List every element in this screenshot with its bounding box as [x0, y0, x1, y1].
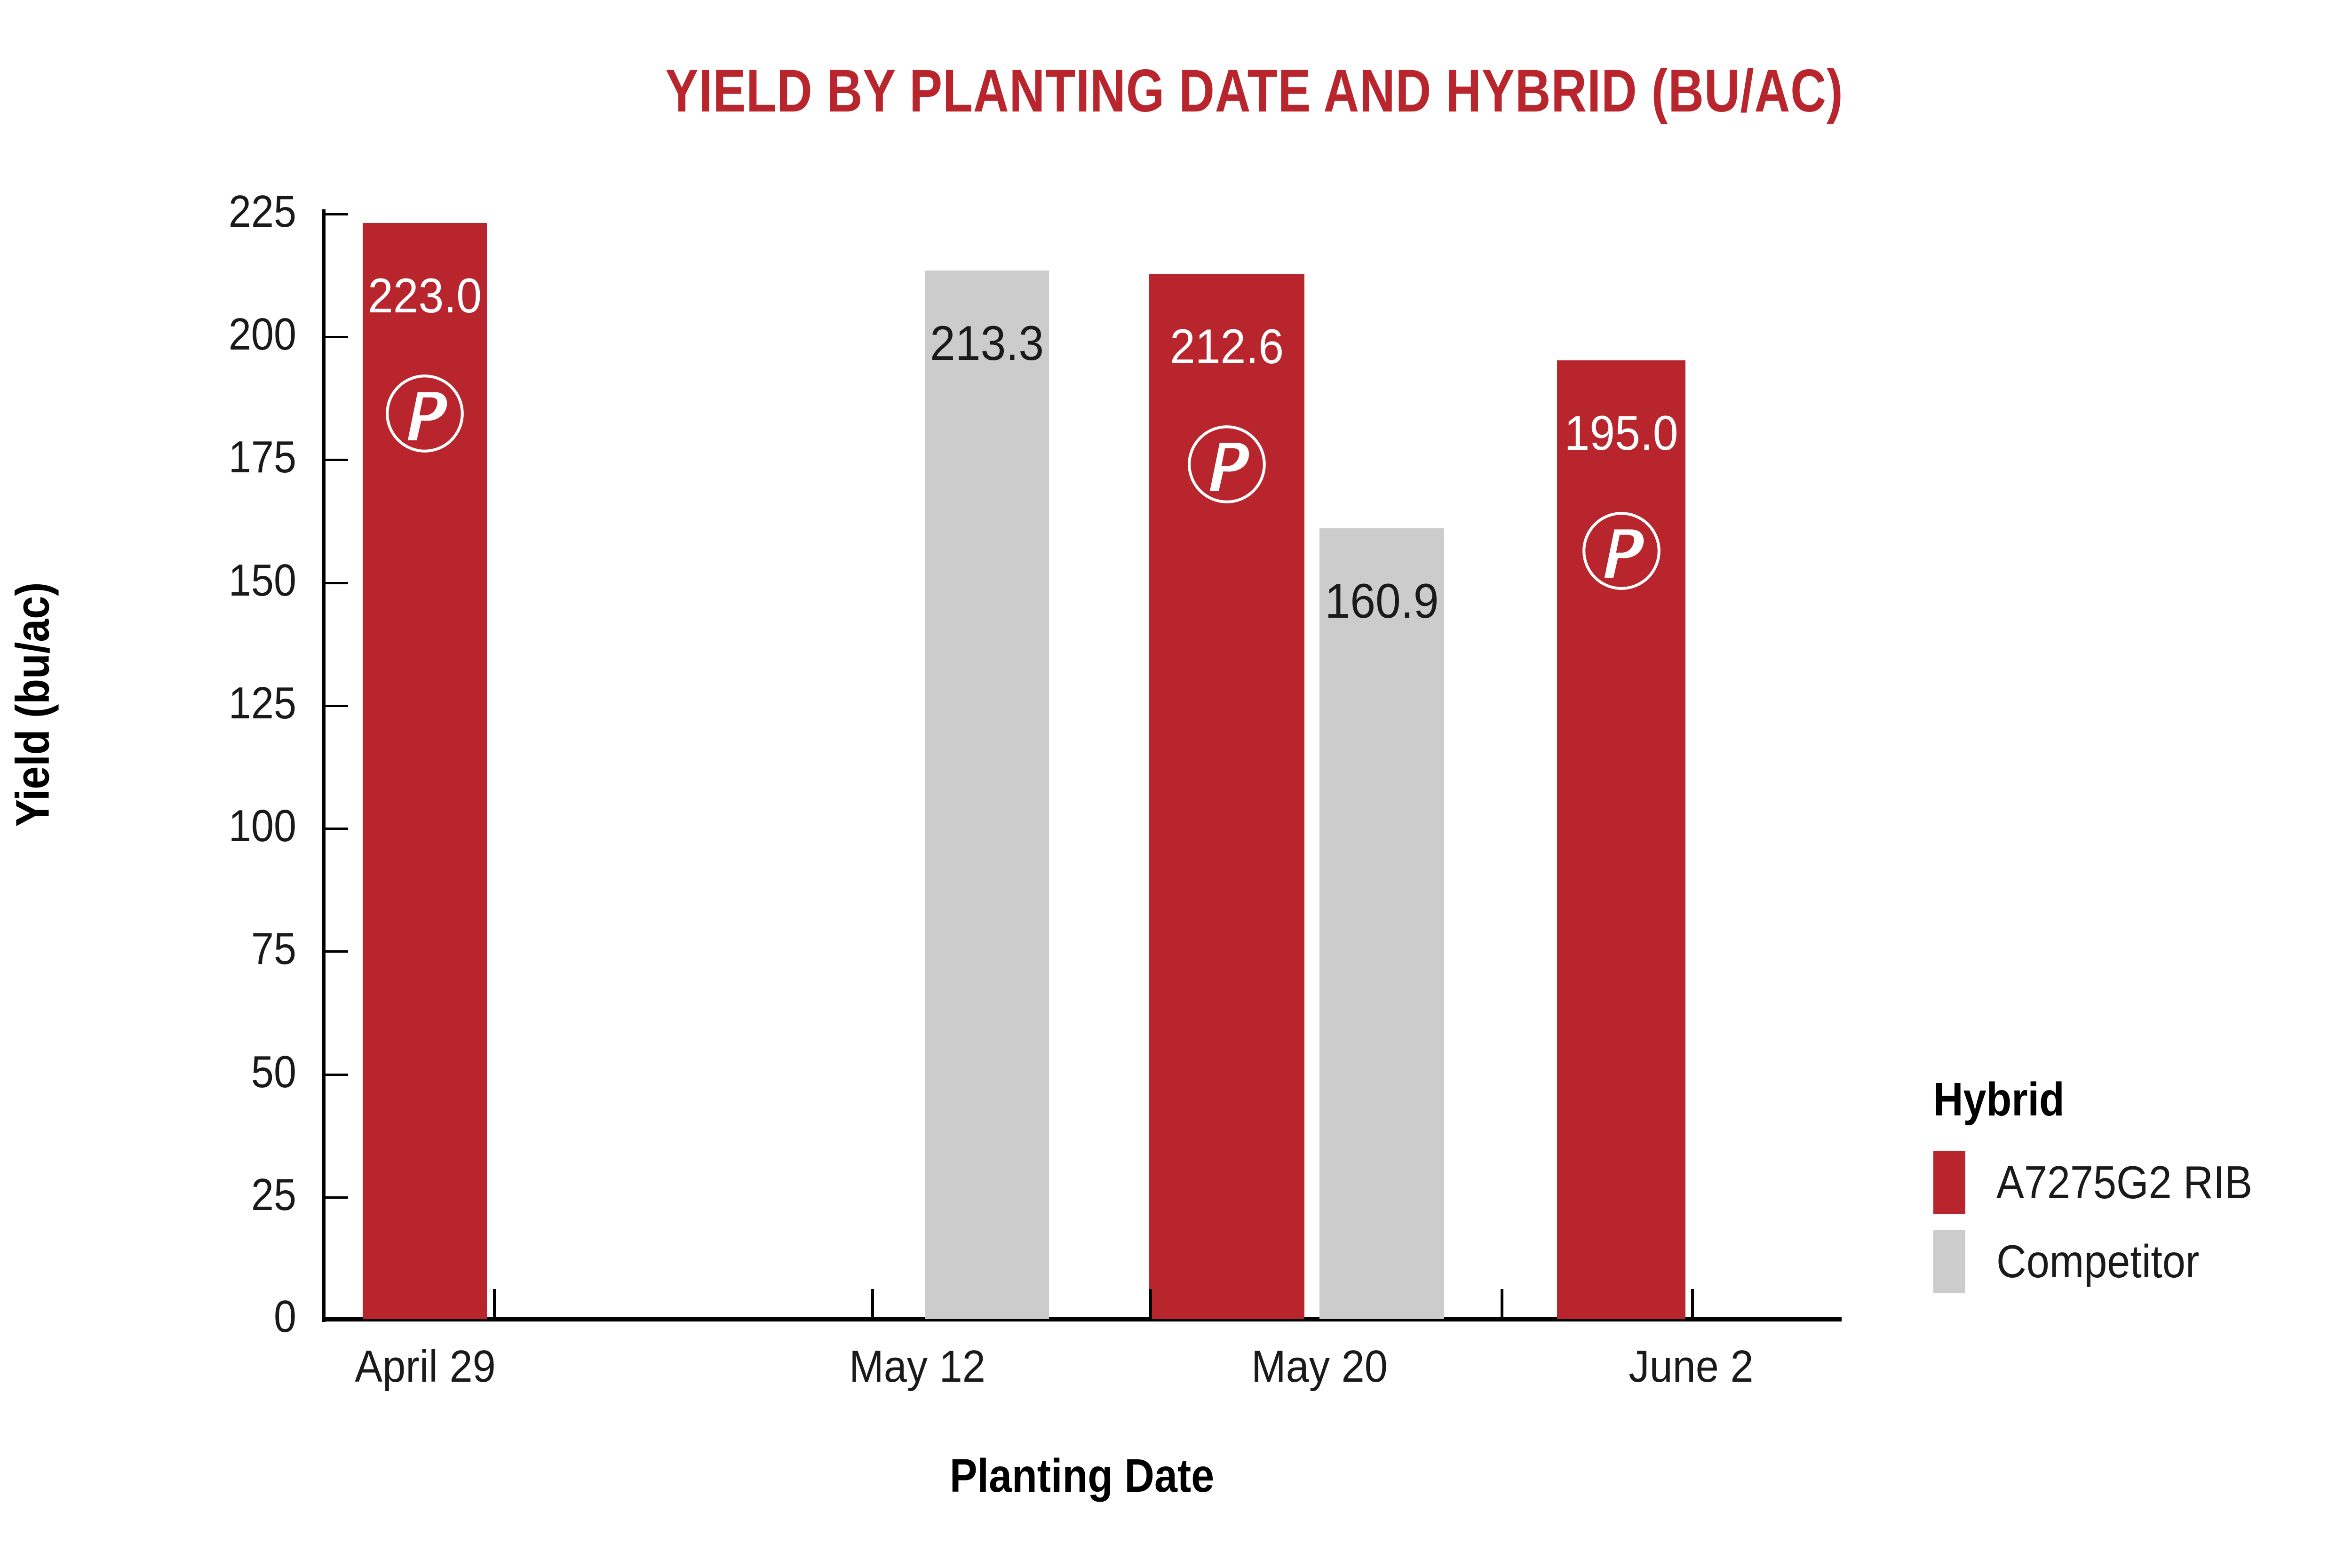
pioneer-p-logo: [1577, 506, 1666, 596]
x-tick-mark-0: [493, 1289, 496, 1319]
y-axis-line: [322, 209, 326, 1322]
y-tick-mark-100: [326, 828, 348, 830]
legend: Hybrid A7275G2 RIB Competitor: [1933, 1073, 2352, 1301]
page-title: YIELD BY PLANTING DATE AND HYBRID (BU/AC…: [665, 57, 1843, 125]
y-axis-title: Yield (bu/ac): [6, 582, 59, 827]
bar-may-12-competitor[interactable]: 213.3: [925, 271, 1049, 1319]
y-tick-label-225: 225: [228, 186, 296, 237]
bar-value-label: 160.9: [1325, 574, 1439, 629]
bar-may-20-a7275g2-rib[interactable]: 212.6: [1149, 274, 1304, 1319]
y-tick-mark-200: [326, 336, 348, 338]
x-axis-title: Planting Date: [949, 1449, 1215, 1502]
bar-value-label: 223.0: [367, 269, 482, 323]
bar-june-2-a7275g2-rib[interactable]: 195.0: [1557, 360, 1685, 1319]
legend-swatch-gray: [1933, 1230, 1965, 1293]
bar-may-20-competitor[interactable]: 160.9: [1319, 528, 1444, 1319]
y-tick-label-25: 25: [251, 1170, 296, 1220]
y-tick-label-50: 50: [251, 1047, 296, 1097]
y-tick-mark-125: [326, 705, 348, 707]
y-tick-label-200: 200: [228, 309, 296, 359]
y-tick-mark-50: [326, 1074, 348, 1076]
y-tick-label-0: 0: [273, 1291, 296, 1342]
y-tick-mark-75: [326, 950, 348, 953]
x-tick-label-may-12: May 12: [849, 1341, 985, 1392]
y-tick-label-150: 150: [228, 555, 296, 605]
legend-item-competitor[interactable]: Competitor: [1933, 1222, 2352, 1301]
y-tick-label-75: 75: [251, 923, 296, 974]
y-tick-mark-0: [326, 1318, 348, 1321]
y-tick-label-175: 175: [228, 432, 296, 482]
legend-title: Hybrid: [1933, 1073, 2065, 1126]
legend-label-competitor: Competitor: [1996, 1235, 2200, 1287]
y-tick-mark-175: [326, 459, 348, 461]
x-axis-line: [322, 1317, 1842, 1321]
legend-swatch-red: [1933, 1151, 1965, 1214]
legend-item-a7275g2-rib[interactable]: A7275G2 RIB: [1933, 1143, 2352, 1222]
bar-value-label: 195.0: [1564, 406, 1678, 461]
bar-value-label: 213.3: [930, 316, 1044, 371]
y-tick-mark-225: [326, 213, 348, 215]
x-tick-mark-3: [1501, 1289, 1503, 1319]
x-tick-label-april-29: April 29: [355, 1341, 496, 1392]
x-tick-mark-1: [871, 1289, 874, 1319]
bar-value-label: 212.6: [1169, 319, 1284, 374]
y-tick-mark-150: [326, 582, 348, 584]
y-tick-label-100: 100: [228, 801, 296, 851]
x-tick-mark-2: [1149, 1289, 1152, 1319]
bar-april-29-a7275g2-rib[interactable]: 223.0: [363, 223, 487, 1319]
pioneer-p-logo: [1182, 420, 1271, 509]
x-tick-label-june-2: June 2: [1629, 1341, 1754, 1392]
y-tick-mark-25: [326, 1196, 348, 1199]
x-tick-label-may-20: May 20: [1251, 1341, 1388, 1392]
legend-label-a7275g2-rib: A7275G2 RIB: [1996, 1156, 2253, 1208]
pioneer-p-logo: [380, 369, 469, 458]
y-tick-label-125: 125: [228, 678, 296, 728]
x-tick-mark-4: [1691, 1289, 1694, 1319]
